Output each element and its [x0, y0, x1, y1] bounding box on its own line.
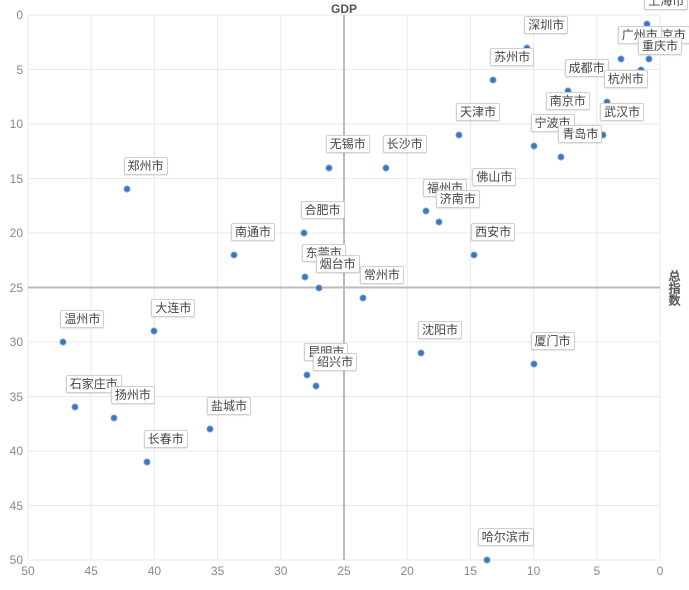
data-label: 佛山市 [472, 168, 516, 186]
data-label: 扬州市 [111, 386, 155, 404]
data-label: 济南市 [436, 190, 480, 208]
data-marker[interactable] [231, 251, 238, 258]
y-tick-label: 0 [16, 8, 23, 22]
y-tick-label: 20 [10, 226, 23, 240]
x-tick-label: 10 [527, 564, 540, 578]
data-marker[interactable] [123, 186, 130, 193]
x-tick-label: 50 [21, 564, 34, 578]
y-tick-label: 10 [10, 117, 23, 131]
data-label: 绍兴市 [313, 353, 357, 371]
data-marker[interactable] [143, 458, 150, 465]
y-axis-title: 总指数 [666, 270, 683, 306]
y-tick-label: 50 [10, 553, 23, 567]
y-tick-label: 15 [10, 172, 23, 186]
data-marker[interactable] [60, 339, 67, 346]
data-marker[interactable] [645, 55, 652, 62]
data-marker[interactable] [71, 404, 78, 411]
data-label: 无锡市 [326, 135, 370, 153]
data-marker[interactable] [456, 131, 463, 138]
y-tick-label: 35 [10, 390, 23, 404]
data-label: 成都市 [565, 59, 609, 77]
x-tick-label: 5 [593, 564, 600, 578]
data-marker[interactable] [151, 328, 158, 335]
data-label: 天津市 [456, 103, 500, 121]
y-tick-label: 30 [10, 335, 23, 349]
chart-container: GDP 总指数 50454035302520151050051015202530… [0, 0, 689, 590]
x-tick-label: 45 [85, 564, 98, 578]
data-label: 郑州市 [124, 157, 168, 175]
data-label: 苏州市 [490, 48, 534, 66]
data-label: 南京市 [546, 92, 590, 110]
data-label: 合肥市 [300, 201, 344, 219]
data-marker[interactable] [530, 360, 537, 367]
x-tick-label: 35 [211, 564, 224, 578]
data-label: 常州市 [360, 266, 404, 284]
x-axis-title: GDP [331, 2, 357, 16]
data-label: 青岛市 [558, 125, 602, 143]
quadrant-cross [0, 0, 689, 590]
x-tick-label: 20 [401, 564, 414, 578]
data-marker[interactable] [325, 164, 332, 171]
data-marker[interactable] [300, 230, 307, 237]
data-marker[interactable] [110, 415, 117, 422]
data-marker[interactable] [315, 284, 322, 291]
data-label: 南通市 [231, 223, 275, 241]
data-label: 盐城市 [207, 397, 251, 415]
data-label: 西安市 [471, 223, 515, 241]
y-tick-label: 45 [10, 499, 23, 513]
data-label: 烟台市 [316, 255, 360, 273]
data-marker[interactable] [530, 142, 537, 149]
data-marker[interactable] [471, 251, 478, 258]
x-tick-label: 25 [337, 564, 350, 578]
data-marker[interactable] [435, 219, 442, 226]
data-marker[interactable] [304, 371, 311, 378]
data-label: 深圳市 [524, 16, 568, 34]
data-marker[interactable] [490, 77, 497, 84]
x-tick-label: 15 [464, 564, 477, 578]
y-tick-label: 25 [10, 281, 23, 295]
data-label: 武汉市 [600, 103, 644, 121]
data-label: 大连市 [151, 299, 195, 317]
y-tick-label: 5 [16, 63, 23, 77]
data-marker[interactable] [483, 557, 490, 564]
data-marker[interactable] [359, 295, 366, 302]
data-label: 长沙市 [383, 135, 427, 153]
data-label: 沈阳市 [418, 321, 462, 339]
data-label: 温州市 [60, 310, 104, 328]
data-label: 重庆市 [638, 37, 682, 55]
data-marker[interactable] [301, 273, 308, 280]
data-marker[interactable] [617, 55, 624, 62]
data-marker[interactable] [558, 153, 565, 160]
data-marker[interactable] [207, 426, 214, 433]
x-tick-label: 30 [274, 564, 287, 578]
x-tick-label: 0 [657, 564, 664, 578]
data-label: 杭州市 [604, 70, 648, 88]
data-label: 长春市 [144, 430, 188, 448]
data-marker[interactable] [382, 164, 389, 171]
data-marker[interactable] [423, 208, 430, 215]
y-tick-label: 40 [10, 444, 23, 458]
data-marker[interactable] [418, 349, 425, 356]
data-label: 哈尔滨市 [478, 528, 534, 546]
x-tick-label: 40 [148, 564, 161, 578]
data-label: 厦门市 [531, 332, 575, 350]
data-marker[interactable] [313, 382, 320, 389]
data-label: 上海市 [644, 0, 688, 10]
